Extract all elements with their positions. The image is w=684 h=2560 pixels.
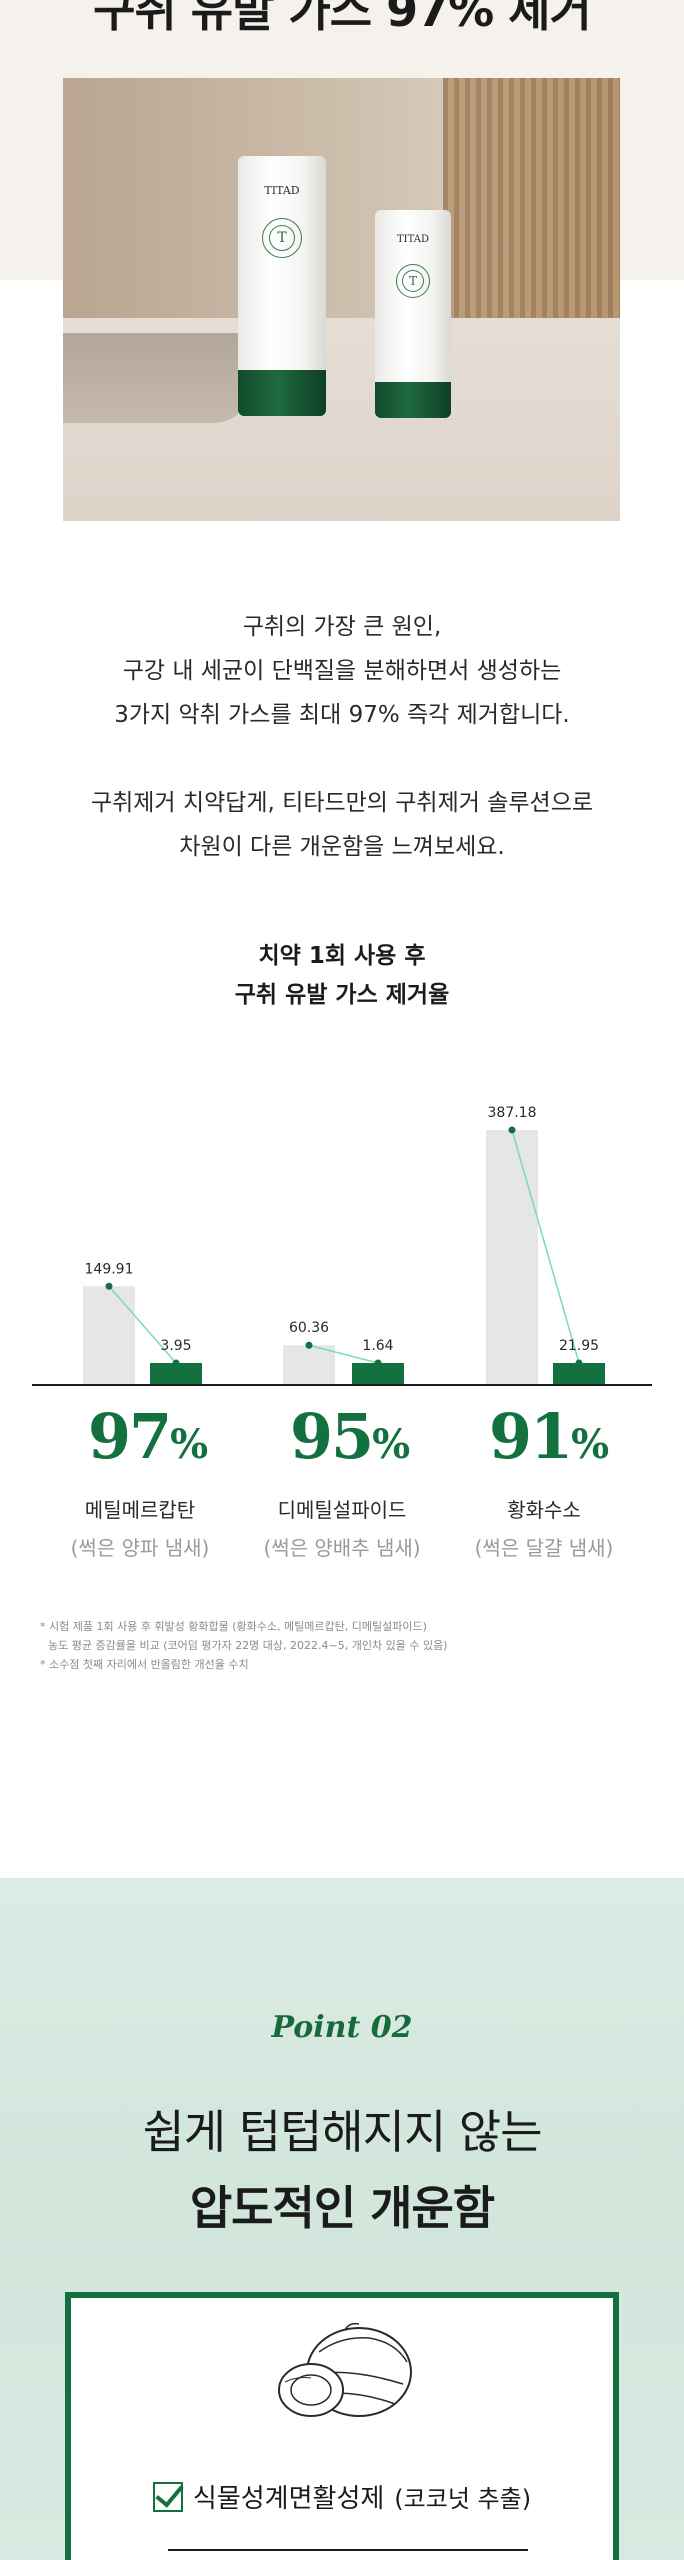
coconut-icon	[278, 2322, 412, 2417]
gas-description: (썩은 양배추 냄새)	[263, 1536, 421, 1560]
value-label-before: 387.18	[488, 1105, 537, 1121]
chart-title: 치약 1회 사용 후 구취 유발 가스 제거율	[0, 937, 684, 1015]
connector-line	[511, 1129, 580, 1364]
data-point-before	[305, 1341, 313, 1349]
connector-line	[308, 1344, 379, 1364]
intro-line: 차원이 다른 개운함을 느껴보세요.	[179, 834, 505, 860]
gas-removal-chart: 149.91 3.95 60.36 1.64 387.18 21.95	[32, 1105, 652, 1386]
reduction-percent: 97%	[48, 1400, 248, 1473]
emblem-letter: T	[402, 270, 424, 292]
data-point-after	[374, 1359, 382, 1367]
reduction-value: 95	[289, 1400, 374, 1473]
bar-after-use	[150, 1363, 202, 1385]
intro-text: 구취의 가장 큰 원인, 구강 내 세균이 단백질을 분해하면서 생성하는 3가…	[0, 605, 684, 869]
photo-wood-slats	[443, 78, 620, 358]
page-headline: 구취 유발 가스 97% 제거	[93, 0, 592, 37]
tube-brand-label: TITAD	[264, 184, 300, 197]
tube-brand-label: TITAD	[397, 234, 429, 245]
chart-title-line: 구취 유발 가스 제거율	[234, 982, 450, 1008]
value-label-before: 149.91	[85, 1261, 134, 1277]
gas-category-label: 황화수소	[507, 1498, 581, 1522]
tube-cap	[375, 382, 451, 418]
point-headline-bold: 압도적인 개운함	[189, 2181, 495, 2235]
bar-before-use	[83, 1286, 135, 1385]
footnote-line: 농도 평균 증감률을 비교 (코어덤 평가자 22명 대상, 2022.4~5,…	[48, 1639, 448, 1652]
ingredient-name: 식물성계면활성제	[192, 2484, 385, 2514]
bar-before-use	[486, 1130, 538, 1385]
toothpaste-tube-large: TITAD T	[238, 156, 326, 416]
connector-line	[108, 1285, 177, 1364]
point-headline: 쉽게 텁텁해지지 않는	[142, 2105, 542, 2159]
chart-title-line: 치약 1회 사용 후	[258, 943, 426, 969]
photo-sink	[63, 333, 253, 423]
ingredient-source: (코코넛 추출)	[394, 2485, 532, 2513]
ingredient-card: 식물성계면활성제 (코코넛 추출)	[65, 2292, 619, 2560]
value-label-after: 1.64	[362, 1338, 393, 1354]
tube-emblem-icon: T	[262, 218, 302, 258]
tube-emblem-icon: T	[396, 264, 430, 298]
toothpaste-tube-small: TITAD T	[375, 210, 451, 418]
value-label-before: 60.36	[289, 1320, 329, 1336]
data-point-before	[105, 1282, 113, 1290]
value-label-after: 21.95	[559, 1338, 599, 1354]
gas-description: (썩은 양파 냄새)	[70, 1536, 210, 1560]
reduction-percent: 91%	[449, 1400, 649, 1473]
intro-line: 3가지 악취 가스를 최대 97% 즉각 제거합니다.	[114, 702, 570, 728]
emblem-letter: T	[269, 225, 295, 251]
gas-category-label: 디메틸설파이드	[277, 1498, 407, 1522]
product-photo: TITAD T TITAD T	[63, 78, 620, 521]
percent-sign: %	[170, 1421, 209, 1468]
point-label: Point 02	[271, 2010, 413, 2045]
data-point-after	[172, 1359, 180, 1367]
ingredient-divider	[168, 2549, 528, 2551]
reduction-value: 91	[488, 1400, 573, 1473]
bar-before-use	[283, 1345, 335, 1385]
intro-line: 구취의 가장 큰 원인,	[242, 614, 442, 640]
intro-line: 구취제거 치약답게, 티타드만의 구취제거 솔루션으로	[90, 790, 594, 816]
value-label-after: 3.95	[160, 1338, 191, 1354]
percent-sign: %	[571, 1421, 610, 1468]
tube-cap	[238, 370, 326, 416]
bar-after-use	[352, 1363, 404, 1385]
footnote-line: * 시험 제품 1회 사용 후 휘발성 황화합물 (황화수소, 메틸메르캅탄, …	[40, 1620, 427, 1633]
reduction-percent: 95%	[250, 1400, 450, 1473]
reduction-value: 97	[87, 1400, 172, 1473]
ingredient-row: 식물성계면활성제 (코코넛 추출)	[71, 2478, 613, 2515]
gas-description: (썩은 달걀 냄새)	[474, 1536, 614, 1560]
data-point-after	[575, 1359, 583, 1367]
percent-sign: %	[372, 1421, 411, 1468]
bar-after-use	[553, 1363, 605, 1385]
data-point-before	[508, 1126, 516, 1134]
checkbox-icon	[152, 2481, 183, 2512]
intro-line: 구강 내 세균이 단백질을 분해하면서 생성하는	[122, 658, 562, 684]
gas-category-label: 메틸메르캅탄	[84, 1498, 196, 1522]
footnote-line: * 소수점 첫째 자리에서 반올림한 개선율 수치	[40, 1658, 249, 1671]
